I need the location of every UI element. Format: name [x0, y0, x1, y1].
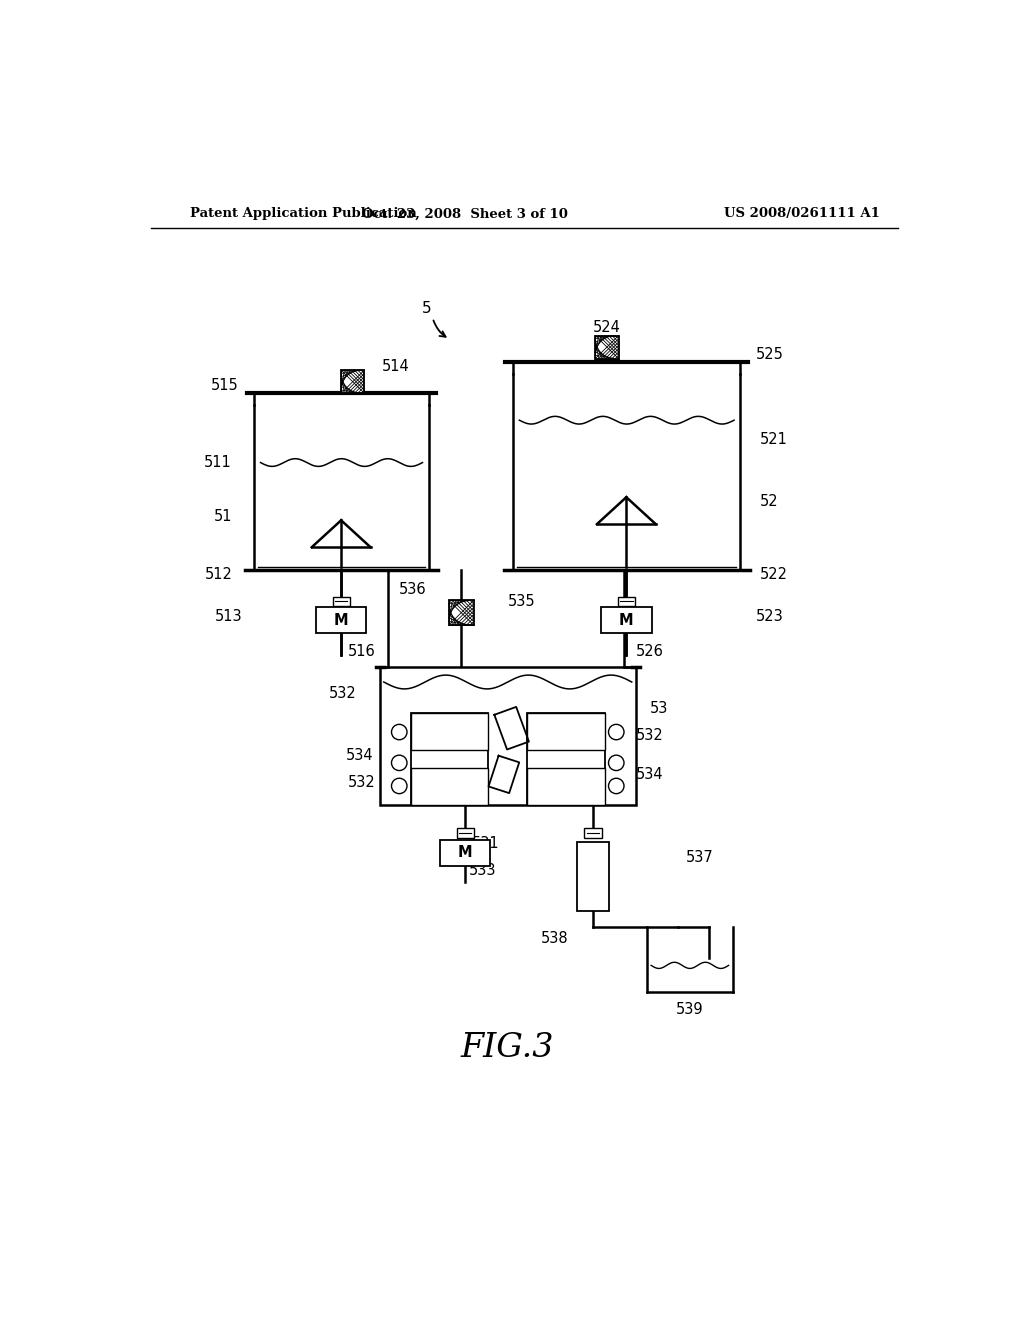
Text: 525: 525 [756, 347, 783, 362]
Text: Oct. 23, 2008  Sheet 3 of 10: Oct. 23, 2008 Sheet 3 of 10 [362, 207, 568, 220]
Bar [411, 768, 488, 805]
Text: 5: 5 [422, 301, 431, 315]
Text: 539: 539 [676, 1002, 703, 1016]
Bar [440, 840, 490, 866]
Bar [527, 713, 604, 750]
Bar [527, 713, 604, 805]
Text: 537: 537 [686, 850, 714, 865]
Bar [577, 842, 609, 911]
Text: 515: 515 [211, 378, 239, 393]
Text: 511: 511 [204, 455, 231, 470]
Bar [449, 601, 474, 626]
Text: FIG.3: FIG.3 [461, 1032, 555, 1064]
Text: 521: 521 [760, 432, 787, 447]
Text: M: M [458, 845, 472, 861]
Text: 514: 514 [382, 359, 410, 374]
Text: 516: 516 [348, 644, 376, 659]
Bar [411, 713, 488, 750]
Text: 534: 534 [346, 747, 374, 763]
Text: 512: 512 [205, 566, 232, 582]
Bar [527, 768, 604, 805]
Text: 531: 531 [471, 836, 499, 851]
Text: 534: 534 [636, 767, 664, 781]
Text: 52: 52 [760, 494, 778, 508]
Bar [457, 829, 474, 837]
Bar [411, 713, 488, 805]
Text: 53: 53 [649, 701, 668, 717]
Bar [601, 607, 651, 634]
Bar [333, 597, 349, 606]
Text: M: M [334, 612, 348, 628]
Bar [380, 667, 636, 805]
Text: 524: 524 [593, 321, 621, 335]
Text: 535: 535 [508, 594, 536, 609]
Text: US 2008/0261111 A1: US 2008/0261111 A1 [724, 207, 881, 220]
Bar [595, 335, 618, 359]
Text: 513: 513 [215, 609, 243, 624]
Text: 526: 526 [636, 644, 664, 659]
Text: 522: 522 [760, 566, 787, 582]
Bar [316, 607, 367, 634]
Bar [585, 829, 601, 837]
Text: M: M [620, 612, 634, 628]
Text: 538: 538 [541, 931, 568, 946]
Bar [341, 370, 365, 393]
Text: 51: 51 [214, 510, 232, 524]
Text: 533: 533 [469, 863, 497, 878]
Text: 536: 536 [398, 582, 426, 597]
Text: Patent Application Publication: Patent Application Publication [190, 207, 417, 220]
Text: 523: 523 [756, 609, 783, 624]
Text: 532: 532 [636, 729, 664, 743]
Text: 532: 532 [329, 686, 356, 701]
Bar [617, 597, 635, 606]
Text: 532: 532 [348, 775, 376, 789]
